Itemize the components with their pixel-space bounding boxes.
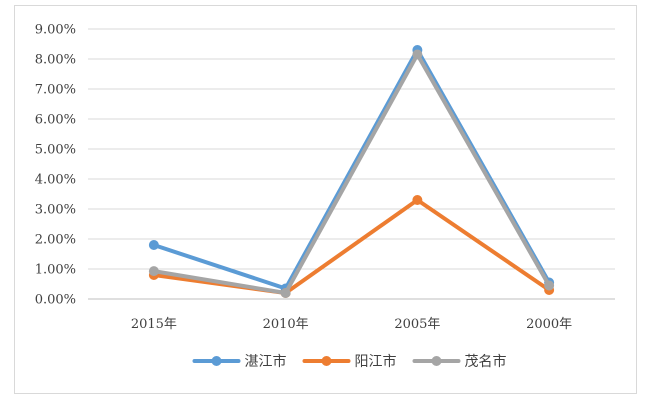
legend-label: 湛江市 bbox=[245, 353, 287, 370]
data-point bbox=[412, 49, 423, 60]
y-tick-label: 9.00% bbox=[35, 23, 76, 38]
y-tick-label: 5.00% bbox=[35, 143, 76, 158]
series-group bbox=[148, 45, 555, 298]
legend-label: 茂名市 bbox=[465, 353, 507, 370]
y-tick-label: 6.00% bbox=[35, 113, 76, 128]
y-tick-label: 0.00% bbox=[35, 293, 76, 308]
x-tick-label: 2015年 bbox=[131, 317, 177, 332]
legend-swatch-marker bbox=[321, 356, 332, 366]
data-point bbox=[148, 266, 159, 277]
series-line bbox=[151, 52, 552, 295]
legend-item: 湛江市 bbox=[192, 353, 287, 370]
data-point bbox=[148, 240, 159, 250]
legend-item: 茂名市 bbox=[412, 353, 507, 370]
y-tick-label: 2.00% bbox=[35, 233, 76, 248]
legend-swatch-marker bbox=[211, 356, 222, 366]
y-tick-label: 7.00% bbox=[35, 83, 76, 98]
y-tick-label: 4.00% bbox=[35, 173, 76, 188]
gridlines bbox=[88, 28, 615, 300]
x-axis-ticks: 2015年 2010年 2005年 2000年 bbox=[131, 317, 572, 332]
x-tick-label: 2010年 bbox=[263, 317, 309, 332]
y-tick-label: 3.00% bbox=[35, 203, 76, 218]
x-tick-label: 2005年 bbox=[394, 317, 440, 332]
y-tick-label: 1.00% bbox=[35, 263, 76, 278]
legend: 湛江市 阳江市 茂名市 bbox=[192, 353, 507, 370]
data-point bbox=[280, 288, 291, 298]
legend-swatch-marker bbox=[431, 356, 442, 366]
chart-border bbox=[14, 5, 637, 394]
legend-label: 阳江市 bbox=[355, 353, 397, 370]
data-point bbox=[412, 195, 423, 205]
y-tick-label: 8.00% bbox=[35, 53, 76, 68]
data-point bbox=[544, 280, 555, 291]
legend-item: 阳江市 bbox=[302, 353, 397, 370]
y-axis-ticks: 0.00% 1.00% 2.00% 3.00% 4.00% 5.00% 6.00% 7.00%… bbox=[35, 23, 76, 308]
series-3 bbox=[148, 49, 555, 298]
x-tick-label: 2000年 bbox=[526, 317, 572, 332]
